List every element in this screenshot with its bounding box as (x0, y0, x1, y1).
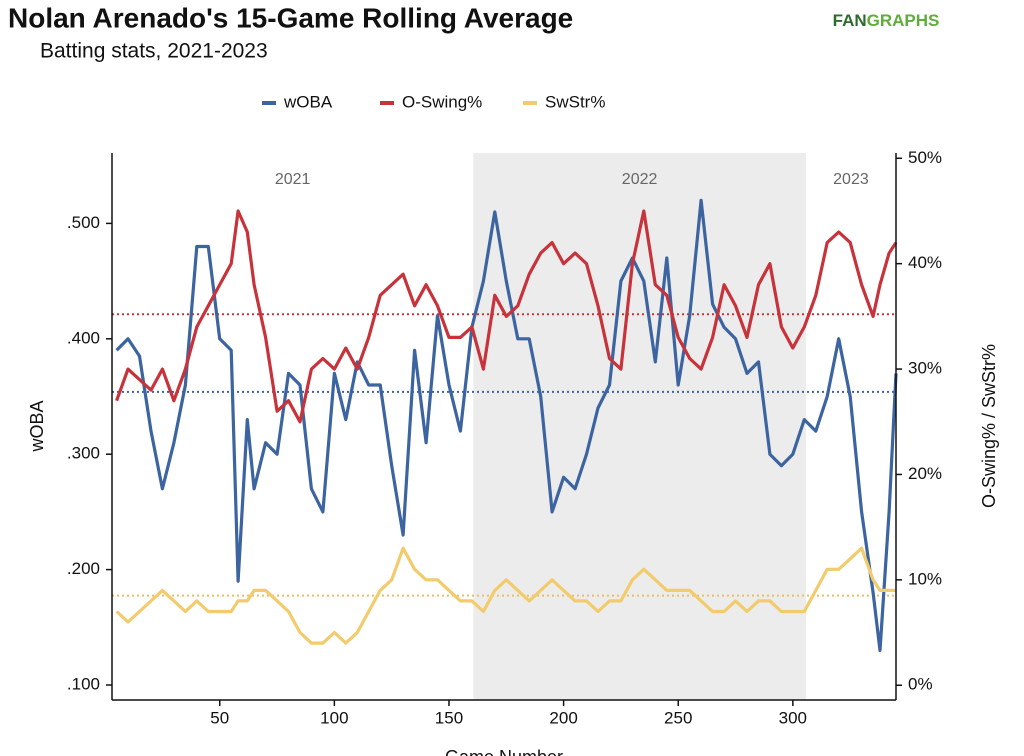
y-tick-label: .300 (67, 444, 100, 463)
season-label: 2023 (833, 171, 869, 188)
logo-part: FAN (833, 11, 867, 30)
y2-tick-label: 30% (908, 359, 942, 378)
legend-label: wOBA (283, 92, 333, 111)
x-tick-label: 300 (779, 708, 807, 727)
y-tick-label: .400 (67, 328, 100, 347)
logo-part: GRAPHS (867, 11, 940, 30)
series-line (115, 546, 896, 645)
x-axis-title: Game Number (445, 747, 563, 756)
x-tick-label: 150 (435, 708, 463, 727)
legend-item: O-Swing% (380, 92, 482, 111)
x-tick-label: 50 (210, 708, 229, 727)
series-line (115, 209, 898, 424)
y-axis-title: wOBA (27, 400, 47, 452)
legend-label: O-Swing% (402, 92, 482, 111)
chart-title: Nolan Arenado's 15-Game Rolling Average (8, 2, 573, 33)
x-tick-label: 250 (664, 708, 692, 727)
season-label: 2022 (622, 171, 658, 188)
series-line (115, 198, 898, 652)
y2-tick-label: 10% (908, 569, 942, 588)
legend-item: SwStr% (523, 92, 605, 111)
y-tick-label: .500 (67, 213, 100, 232)
chart-subtitle: Batting stats, 2021-2023 (40, 40, 268, 63)
logo: FANGRAPHS (833, 11, 940, 30)
x-tick-label: 100 (320, 708, 348, 727)
y2-tick-label: 40% (908, 253, 942, 272)
y2-tick-label: 20% (908, 464, 942, 483)
legend-label: SwStr% (545, 92, 605, 111)
y2-tick-label: 50% (908, 148, 942, 167)
y2-tick-label: 0% (908, 675, 933, 694)
x-tick-label: 200 (549, 708, 577, 727)
y-tick-label: .200 (67, 559, 100, 578)
legend-item: wOBA (262, 92, 333, 111)
season-label: 2021 (275, 171, 311, 188)
y2-axis-title: O-Swing% / SwStr% (979, 344, 999, 508)
y-tick-label: .100 (67, 674, 100, 693)
